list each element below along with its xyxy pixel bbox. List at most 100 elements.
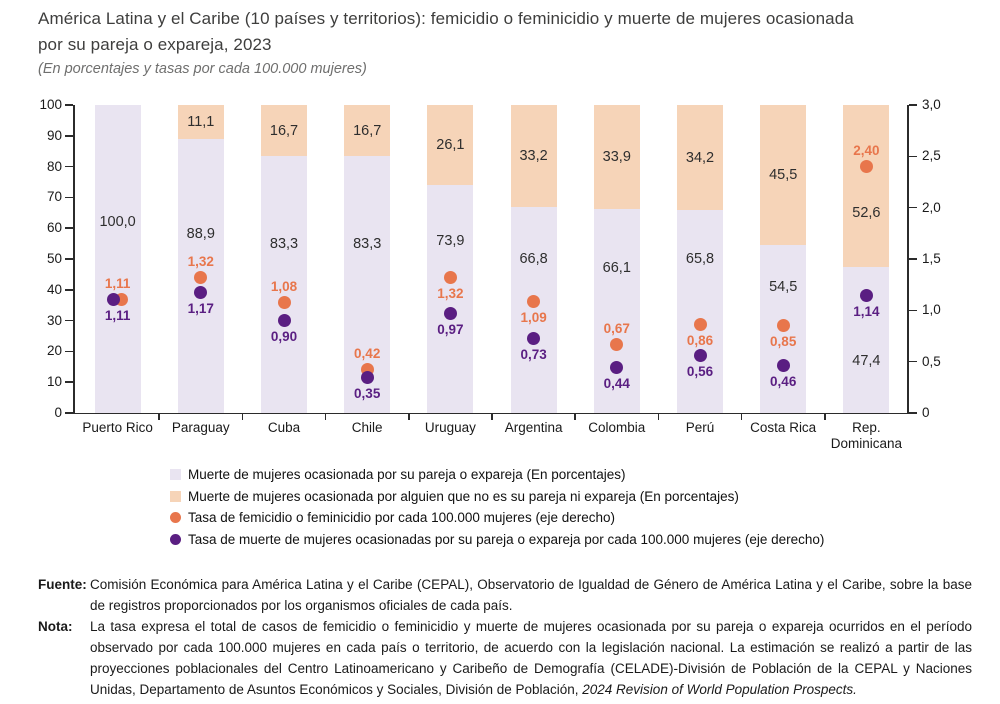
tasa-femicidio-dot — [776, 319, 790, 333]
fuente-text: Comisión Económica para América Latina y… — [90, 577, 972, 613]
nota-italic-reference: 2024 Revision of World Population Prospe… — [582, 682, 857, 697]
y-axis-left-label: 60 — [46, 220, 62, 236]
bar-label-pareja: 47,4 — [852, 352, 881, 369]
tasa-pareja-label: 0,97 — [437, 321, 464, 337]
bar-label-otro: 11,1 — [187, 114, 215, 131]
tasa-pareja-dot — [277, 314, 291, 328]
y-axis-left-tick — [65, 135, 73, 137]
bar-segment-otro — [177, 105, 224, 140]
x-axis-category-label: Argentina — [504, 420, 563, 435]
x-axis-category-label: Cuba — [267, 420, 301, 435]
x-axis-tick — [241, 414, 244, 420]
y-axis-left-tick — [65, 381, 73, 383]
x-axis-category-label: Costa Rica — [750, 420, 817, 435]
figure-footnotes: Fuente: Comisión Económica para América … — [38, 574, 972, 700]
y-axis-right-label: 0,5 — [922, 353, 941, 369]
y-axis-left-label: 10 — [46, 374, 62, 390]
y-axis-left-tick — [65, 227, 73, 229]
bar-label-otro: 33,9 — [602, 149, 631, 166]
tasa-pareja-label: 0,46 — [770, 374, 797, 390]
tasa-pareja-label: 1,17 — [187, 301, 214, 317]
bar-label-pareja: 83,3 — [353, 235, 382, 252]
bar-label-pareja: 65,8 — [685, 251, 715, 267]
y-axis-right-tick — [908, 104, 917, 106]
bar-label-otro: 16,7 — [353, 122, 382, 139]
x-axis-tick — [491, 414, 493, 420]
bar-label-otro: 45,5 — [769, 167, 798, 184]
x-axis-category-label: Puerto Rico — [82, 420, 153, 435]
y-axis-right-label: 2,0 — [922, 199, 941, 215]
bar-label-otro: 16,7 — [269, 122, 299, 139]
legend-item-otro-pct: Muerte de mujeres ocasionada por alguien… — [170, 486, 824, 508]
bar-label-pareja: 73,9 — [436, 232, 465, 249]
y-axis-right-label: 0 — [922, 405, 930, 420]
tasa-femicidio-label: 0,85 — [770, 334, 797, 350]
tasa-pareja-label: 0,73 — [520, 346, 547, 362]
y-axis-left-tick — [65, 319, 73, 322]
y-axis-right-label: 1,0 — [922, 302, 941, 318]
x-axis-category-label: Colombia — [588, 420, 646, 435]
x-axis-line — [73, 412, 909, 414]
y-axis-right-tick — [908, 309, 917, 312]
y-axis-left-label: 90 — [46, 127, 62, 143]
x-axis-tick — [574, 414, 576, 420]
y-axis-left-tick — [65, 165, 73, 168]
tasa-pareja-dot — [527, 331, 541, 345]
bar-segment-pareja — [261, 156, 307, 413]
y-axis-left-tick — [65, 258, 73, 260]
x-axis-tick — [657, 414, 660, 420]
legend-label: Tasa de muerte de mujeres ocasionadas po… — [188, 531, 825, 547]
legend-item-pareja-pct: Muerte de mujeres ocasionada por su pare… — [170, 464, 824, 486]
tasa-pareja-dot — [610, 361, 624, 375]
y-axis-right-label: 2,5 — [922, 148, 941, 164]
bar-label-otro: 34,2 — [685, 149, 715, 166]
bar-segment-pareja — [510, 207, 557, 413]
bar-label-pareja: 88,9 — [186, 226, 215, 243]
nota-text: La tasa expresa el total de casos de fem… — [90, 619, 972, 697]
tasa-femicidio-label: 0,42 — [354, 346, 381, 362]
y-axis-right-label: 1,5 — [922, 251, 941, 266]
y-axis-left-tick — [65, 196, 73, 199]
legend-swatch-square-purple-icon — [170, 469, 181, 481]
tasa-femicidio-label: 1,11 — [104, 275, 131, 291]
bar-segment-pareja — [593, 209, 640, 413]
y-axis-right-tick — [908, 155, 917, 158]
x-axis-category-label: Paraguay — [171, 420, 230, 435]
tasa-femicidio-label: 0,86 — [686, 333, 714, 349]
legend-label: Muerte de mujeres ocasionada por alguien… — [188, 488, 739, 504]
tasa-femicidio-label: 1,08 — [270, 278, 298, 294]
nota-label: Nota: — [38, 619, 73, 634]
bar-segment-otro — [843, 105, 890, 267]
x-axis-tick — [158, 414, 160, 420]
bar-label-pareja: 83,3 — [269, 235, 299, 252]
y-axis-left-label: 50 — [46, 251, 62, 266]
tasa-pareja-dot — [107, 292, 121, 306]
tasa-pareja-label: 0,35 — [354, 385, 381, 401]
y-axis-right-line — [907, 105, 909, 413]
tasa-femicidio-dot — [277, 295, 291, 309]
bar-segment-otro — [677, 105, 723, 211]
chart-legend: Muerte de mujeres ocasionada por su pare… — [170, 464, 824, 550]
tasa-femicidio-label: 1,09 — [520, 309, 547, 325]
bar-segment-otro — [344, 105, 391, 157]
bar-segment-otro — [593, 105, 640, 210]
bar-segment-otro — [261, 105, 307, 157]
bar-label-otro: 33,2 — [519, 148, 548, 165]
legend-item-tasa-pareja: Tasa de muerte de mujeres ocasionadas po… — [170, 529, 824, 551]
y-axis-left-tick — [65, 412, 73, 414]
tasa-pareja-label: 0,56 — [686, 364, 714, 379]
tasa-pareja-label: 1,14 — [853, 304, 880, 320]
tasa-femicidio-dot — [610, 337, 624, 351]
bar-label-otro: 52,6 — [852, 204, 881, 221]
chart-subtitle: (En porcentajes y tasas por cada 100.000… — [38, 61, 367, 77]
y-axis-left-tick — [65, 350, 73, 353]
y-axis-right-tick — [908, 412, 917, 414]
tasa-pareja-dot — [360, 370, 374, 384]
legend-swatch-circle-orange-icon — [170, 512, 181, 524]
x-axis-tick — [324, 414, 327, 420]
bar-label-pareja: 54,5 — [769, 278, 798, 295]
bar-segment-otro — [760, 105, 807, 246]
y-axis-right-tick — [908, 206, 917, 209]
bar-segment-otro — [427, 105, 474, 186]
